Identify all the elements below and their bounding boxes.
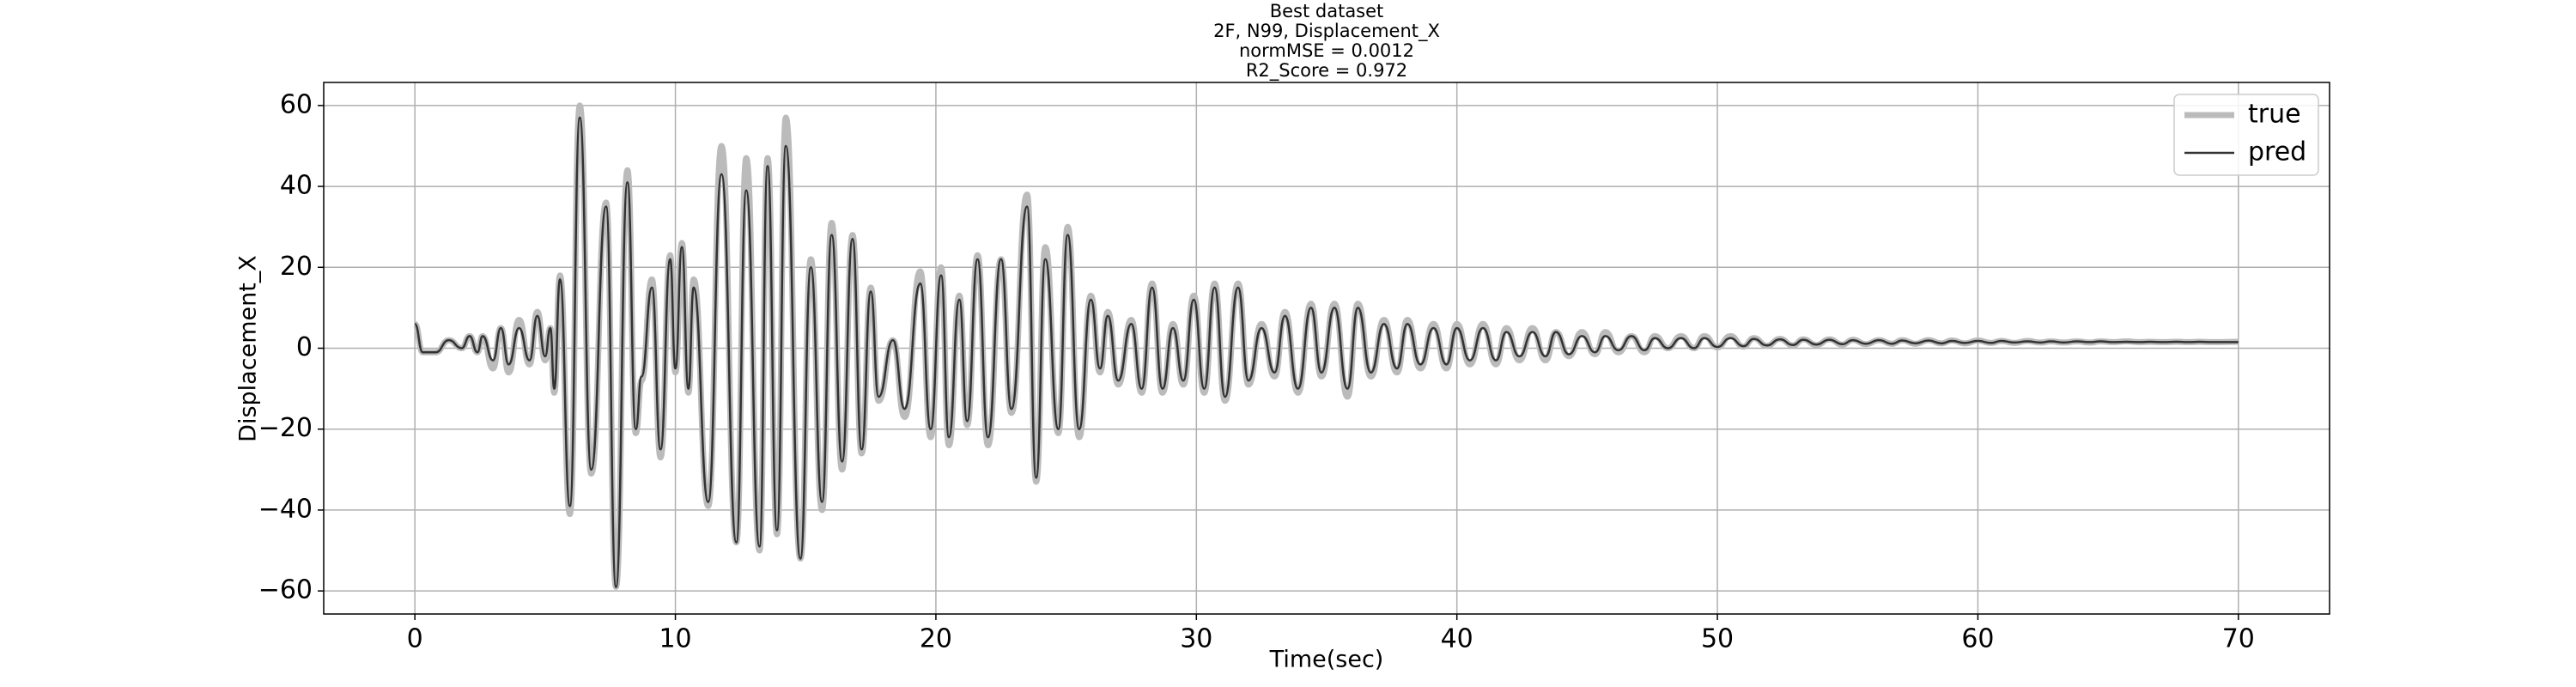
- x-tick-label: 20: [920, 624, 952, 654]
- line-series: [413, 116, 2239, 588]
- y-tick-label: 20: [280, 252, 313, 282]
- chart-title: Best dataset: [1270, 1, 1384, 21]
- y-tick-label: 40: [280, 171, 313, 201]
- x-tick-label: 60: [1961, 624, 1994, 654]
- x-tick-label: 10: [659, 624, 691, 654]
- y-tick-label: 0: [296, 332, 313, 362]
- y-tick-label: −60: [258, 575, 313, 605]
- legend-label: true: [2248, 100, 2301, 130]
- y-tick-label: −40: [258, 494, 313, 524]
- x-tick-label: 0: [407, 624, 423, 654]
- y-axis-label: Displacement_X: [235, 255, 262, 442]
- plot-frame: [323, 82, 2330, 615]
- chart-subtitle: R2_Score = 0.972: [1246, 60, 1407, 82]
- chart-subtitle: normMSE = 0.0012: [1239, 40, 1414, 61]
- x-axis-label: Time(sec): [1269, 647, 1384, 673]
- legend-label: pred: [2248, 137, 2306, 167]
- y-tick-label: −20: [258, 413, 313, 443]
- chart-subtitle: 2F, N99, Displacement_X: [1213, 21, 1440, 42]
- x-tick-label: 30: [1180, 624, 1212, 654]
- legend: true pred: [2173, 94, 2319, 176]
- x-tick-label: 50: [1701, 624, 1734, 654]
- x-tick-label: 70: [2222, 624, 2255, 654]
- y-tick-label: 60: [280, 89, 313, 119]
- x-tick-label: 40: [1441, 624, 1473, 654]
